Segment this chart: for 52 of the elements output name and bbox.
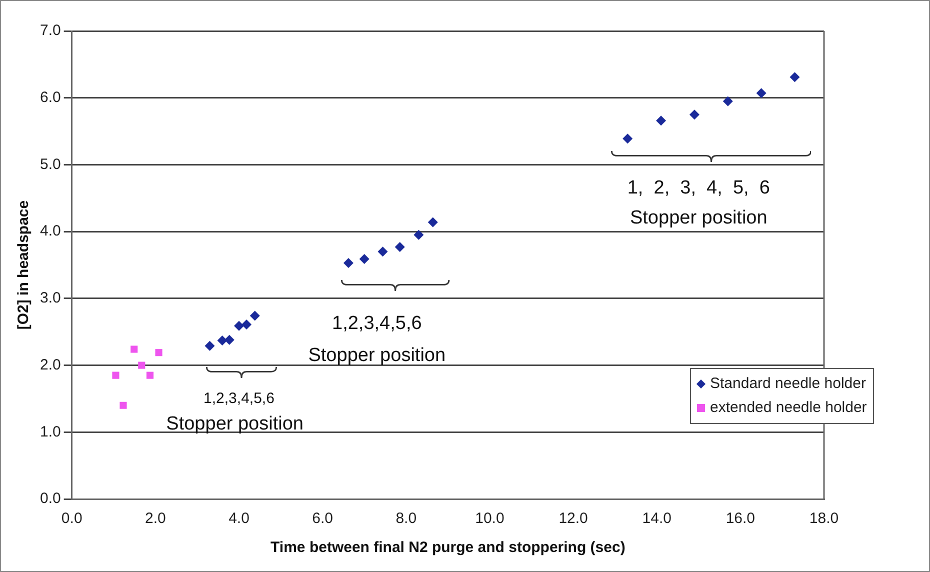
- x-tick-label: 14.0: [642, 510, 672, 528]
- point: [689, 110, 700, 120]
- y-tick-label: 4.0: [40, 222, 61, 240]
- point: [204, 340, 215, 351]
- y-axis-title: [O2] in headspace: [15, 200, 32, 330]
- x-tick-label: 16.0: [726, 510, 756, 528]
- point: [155, 349, 162, 356]
- legend-label: extended needle holder: [710, 398, 867, 418]
- point: [394, 242, 405, 252]
- x-tick-label: 18.0: [809, 510, 839, 528]
- point: [414, 230, 424, 240]
- point: [146, 372, 154, 379]
- y-tick-label: 1.0: [40, 423, 61, 440]
- point: [217, 336, 228, 346]
- x-tick-label: 12.0: [558, 510, 588, 528]
- y-tick-label: 5.0: [40, 156, 61, 173]
- point: [790, 72, 800, 82]
- point: [756, 88, 766, 98]
- point: [242, 320, 252, 330]
- point: [343, 258, 354, 268]
- legend-label: Standard needle holder: [710, 374, 866, 394]
- annotation: 1,2,3,4,5,6: [204, 390, 274, 407]
- point: [234, 320, 244, 331]
- annotation: Stopper position: [630, 207, 768, 228]
- x-tick-label: 10.0: [475, 510, 504, 528]
- annotation: Stopper position: [166, 413, 304, 434]
- point: [138, 362, 146, 369]
- x-axis-title: Time between final N2 purge and stoppering (sec): [270, 539, 626, 556]
- point: [130, 346, 138, 353]
- x-tick-label: 6.0: [312, 510, 333, 528]
- point: [378, 246, 388, 257]
- point: [722, 96, 733, 106]
- point: [112, 372, 120, 379]
- annotation: 1, 2, 3, 4, 5, 6: [627, 177, 770, 198]
- point: [120, 402, 127, 409]
- point: [359, 254, 370, 264]
- y-tick-label: 2.0: [40, 356, 61, 374]
- annotation: 1,2,3,4,5,6: [332, 313, 422, 334]
- y-tick-label: 3.0: [40, 290, 61, 307]
- x-tick-label: 2.0: [144, 510, 166, 528]
- point: [622, 134, 633, 144]
- y-tick-label: 6.0: [40, 89, 61, 106]
- point: [656, 116, 666, 126]
- x-tick-label: 0.0: [61, 510, 82, 528]
- point: [250, 310, 260, 321]
- point: [224, 334, 234, 345]
- point: [428, 217, 438, 228]
- y-tick-label: 0.0: [40, 490, 61, 508]
- x-tick-label: 4.0: [228, 510, 250, 528]
- y-tick-label: 7.0: [40, 22, 61, 40]
- annotation: Stopper position: [308, 345, 446, 366]
- x-tick-label: 8.0: [396, 510, 417, 528]
